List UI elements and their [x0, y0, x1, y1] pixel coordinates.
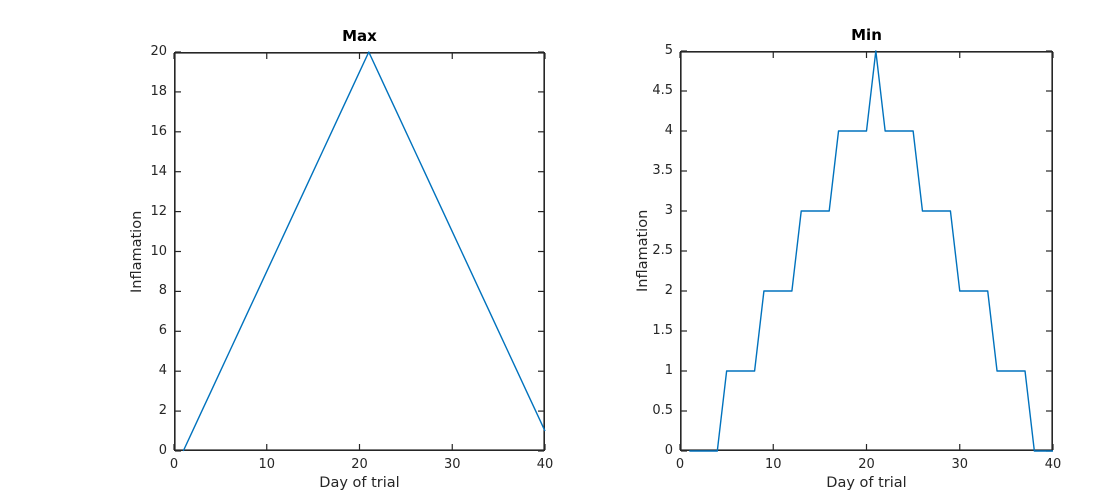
x-tick-label: 0 [169, 457, 179, 472]
y-tick-label: 14 [150, 163, 167, 179]
plot-title: Max [342, 27, 377, 45]
y-tick-label: 0 [158, 443, 167, 458]
y-tick-label: 4.5 [652, 83, 673, 98]
x-axis-label: Day of trial [319, 475, 400, 490]
x-tick-labels: 0 10 20 30 40 [676, 451, 1061, 481]
y-tick-label: 5 [664, 43, 673, 58]
y-tick-label: 10 [150, 243, 167, 259]
y-tick-label: 1 [664, 363, 673, 378]
x-tick-label: 30 [951, 457, 969, 472]
x-tick-labels: 0 10 20 30 40 [170, 451, 553, 481]
line-chart-svg [173, 51, 546, 452]
y-tick-label: 0.5 [652, 403, 673, 418]
y-tick-labels: 0 0.5 1 1.5 2 2.5 3 3.5 4 4.5 5 [620, 43, 680, 458]
y-tick-label: 2 [664, 283, 673, 298]
y-tick-label: 3.5 [652, 163, 673, 178]
line-chart-svg [679, 50, 1054, 452]
subplot-max: Max Inflamation 0 2 4 6 8 10 12 14 16 18 20 0 10 20 3… [129, 27, 553, 490]
x-tick-label: 10 [258, 457, 276, 472]
x-tick-label: 0 [675, 457, 685, 472]
y-tick-label: 2 [158, 403, 167, 419]
y-tick-label: 12 [150, 203, 167, 219]
axes-area [173, 51, 546, 452]
y-tick-label: 3 [664, 203, 673, 218]
y-tick-label: 1.5 [652, 323, 673, 338]
y-tick-label: 4 [158, 363, 167, 379]
y-tick-labels: 0 2 4 6 8 10 12 14 16 18 20 [114, 44, 174, 458]
y-tick-label: 20 [150, 44, 167, 59]
y-tick-label: 16 [150, 123, 167, 139]
x-tick-label: 10 [764, 457, 782, 472]
x-axis-label: Day of trial [826, 475, 907, 490]
y-tick-label: 2.5 [652, 243, 673, 258]
plot-title: Min [851, 26, 882, 44]
x-tick-label: 40 [536, 457, 554, 472]
axes-area [679, 50, 1054, 452]
y-tick-label: 18 [150, 83, 167, 99]
x-tick-label: 20 [351, 457, 368, 472]
y-tick-label: 4 [664, 123, 673, 138]
y-tick-label: 8 [158, 283, 167, 299]
x-tick-label: 40 [1044, 457, 1062, 472]
x-tick-label: 20 [858, 457, 875, 472]
y-tick-label: 0 [664, 443, 673, 458]
x-tick-label: 30 [443, 457, 461, 472]
y-tick-label: 6 [158, 323, 167, 339]
